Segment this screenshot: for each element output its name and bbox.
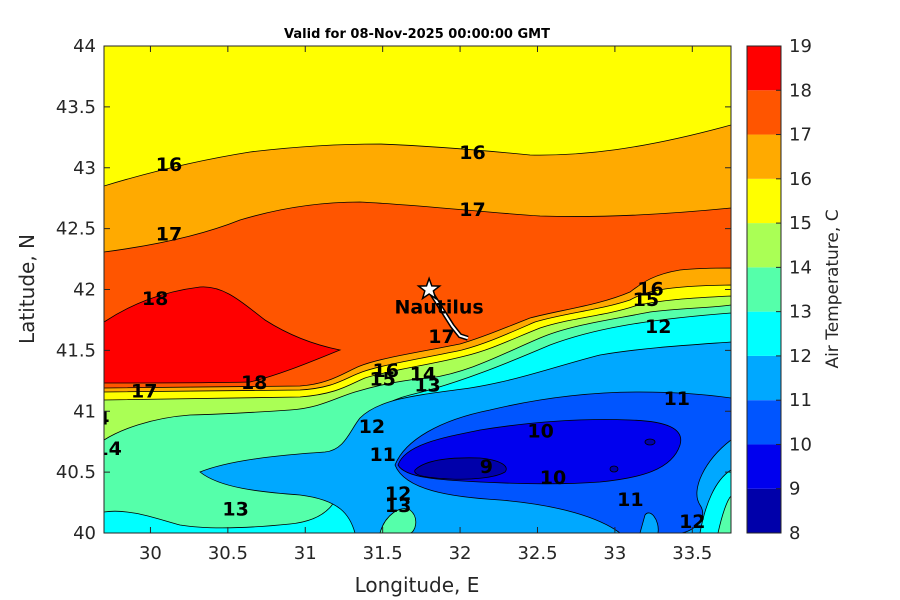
x-tick-label: 30.5 xyxy=(208,543,248,564)
x-tick-label: 30 xyxy=(139,543,162,564)
contour-label: 9 xyxy=(480,456,493,478)
y-tick-label: 42.5 xyxy=(56,219,96,240)
colorbar-tick-label: 12 xyxy=(789,346,812,367)
colorbar-tick-label: 17 xyxy=(789,125,812,146)
contour-label: 16 xyxy=(373,360,399,382)
contour-label: 16 xyxy=(156,154,182,176)
colorbar-tick-label: 9 xyxy=(789,479,800,500)
contour-label: 15 xyxy=(369,368,395,390)
x-tick-label: 32.5 xyxy=(517,543,557,564)
contour-label: 16 xyxy=(637,278,663,300)
contour-label: 14 xyxy=(410,364,436,386)
nautilus-track-line-inner xyxy=(428,288,469,340)
colorbar-segment xyxy=(747,178,781,224)
nautilus-track-label: Nautilus xyxy=(395,297,484,319)
contour-label: 18 xyxy=(142,288,168,310)
colorbar-segment xyxy=(747,355,781,401)
y-tick-label: 43.5 xyxy=(56,97,96,118)
x-tick-label: 33.5 xyxy=(672,543,712,564)
colorbar-segment xyxy=(747,444,781,489)
colorbar-segment xyxy=(747,311,781,356)
y-tick-label: 40 xyxy=(73,523,96,544)
y-tick-label: 41.5 xyxy=(56,340,96,361)
colorbar: 8 9 10 11 12 13 14 15 16 17 18 19 xyxy=(746,36,812,544)
colorbar-tick-label: 14 xyxy=(789,257,812,278)
colorbar-frame xyxy=(746,45,782,534)
y-tick-label: 41 xyxy=(73,401,96,422)
contour-label: 12 xyxy=(645,316,671,338)
colorbar-segment xyxy=(747,488,781,533)
contour-label: 15 xyxy=(633,289,659,311)
colorbar-tick-label: 19 xyxy=(789,36,812,57)
x-tick-label: 31.5 xyxy=(363,543,403,564)
contour-label: 17 xyxy=(156,223,182,245)
contour-label: 12 xyxy=(359,416,385,438)
y-tick-label: 42 xyxy=(73,280,96,301)
band-9-10-spot xyxy=(609,465,619,473)
colorbar-segment xyxy=(747,134,781,179)
colorbar-title: Air Temperature, C xyxy=(823,209,843,368)
colorbar-segment xyxy=(747,267,781,312)
band-9-10-spot-east xyxy=(644,438,656,446)
colorbar-segment xyxy=(747,90,781,135)
colorbar-tick-label: 11 xyxy=(789,390,812,411)
contour-label: 11 xyxy=(617,489,643,511)
colorbar-tick-label: 13 xyxy=(789,302,812,323)
band-8-9 xyxy=(414,457,507,480)
contour-label: 13 xyxy=(414,374,440,396)
nautilus-start-star-icon xyxy=(416,276,442,301)
contour-label: 12 xyxy=(679,511,705,533)
y-tick-label: 44 xyxy=(73,36,96,57)
contour-label: 10 xyxy=(540,467,566,489)
x-tick-label: 32 xyxy=(449,543,472,564)
colorbar-segment xyxy=(747,46,781,91)
contour-label: 10 xyxy=(527,421,553,443)
colorbar-tick-label: 15 xyxy=(789,213,812,234)
contour-label: 17 xyxy=(428,326,454,348)
contour-label: 14 xyxy=(83,407,109,429)
y-axis-ticks: 40 40.5 41 41.5 42 42.5 43 43.5 44 xyxy=(56,36,731,544)
chart-title: Valid for 08-Nov-2025 00:00:00 GMT xyxy=(284,27,550,42)
contour-label: 12 xyxy=(385,483,411,505)
contour-label: 14 xyxy=(95,438,121,460)
contour-label: 11 xyxy=(664,388,690,410)
contour-label: 17 xyxy=(131,381,157,403)
colorbar-tick-label: 10 xyxy=(789,434,812,455)
x-tick-label: 33 xyxy=(603,543,626,564)
contour-label: 18 xyxy=(241,372,267,394)
colorbar-tick-label: 18 xyxy=(789,80,812,101)
band-13-14-southeast xyxy=(717,495,731,533)
x-axis-ticks: 30 30.5 31 31.5 32 32.5 33 33.5 xyxy=(139,46,712,564)
y-tick-label: 40.5 xyxy=(56,462,96,483)
band-13-14-south-spot xyxy=(379,508,417,533)
contour-label: 17 xyxy=(459,199,485,221)
colorbar-tick-label: 8 xyxy=(789,523,800,544)
y-axis-title: Latitude, N xyxy=(15,234,39,344)
colorbar-segment xyxy=(747,400,781,445)
x-axis-title: Longitude, E xyxy=(355,573,480,597)
colorbar-tick-label: 16 xyxy=(789,169,812,190)
contour-label: 16 xyxy=(459,142,485,164)
x-tick-label: 31 xyxy=(294,543,317,564)
y-tick-label: 43 xyxy=(73,158,96,179)
colorbar-segment xyxy=(747,223,781,268)
contour-label: 13 xyxy=(222,499,248,521)
band-18-19 xyxy=(104,286,342,384)
contour-label: 13 xyxy=(385,495,411,517)
contour-label: 11 xyxy=(369,444,395,466)
